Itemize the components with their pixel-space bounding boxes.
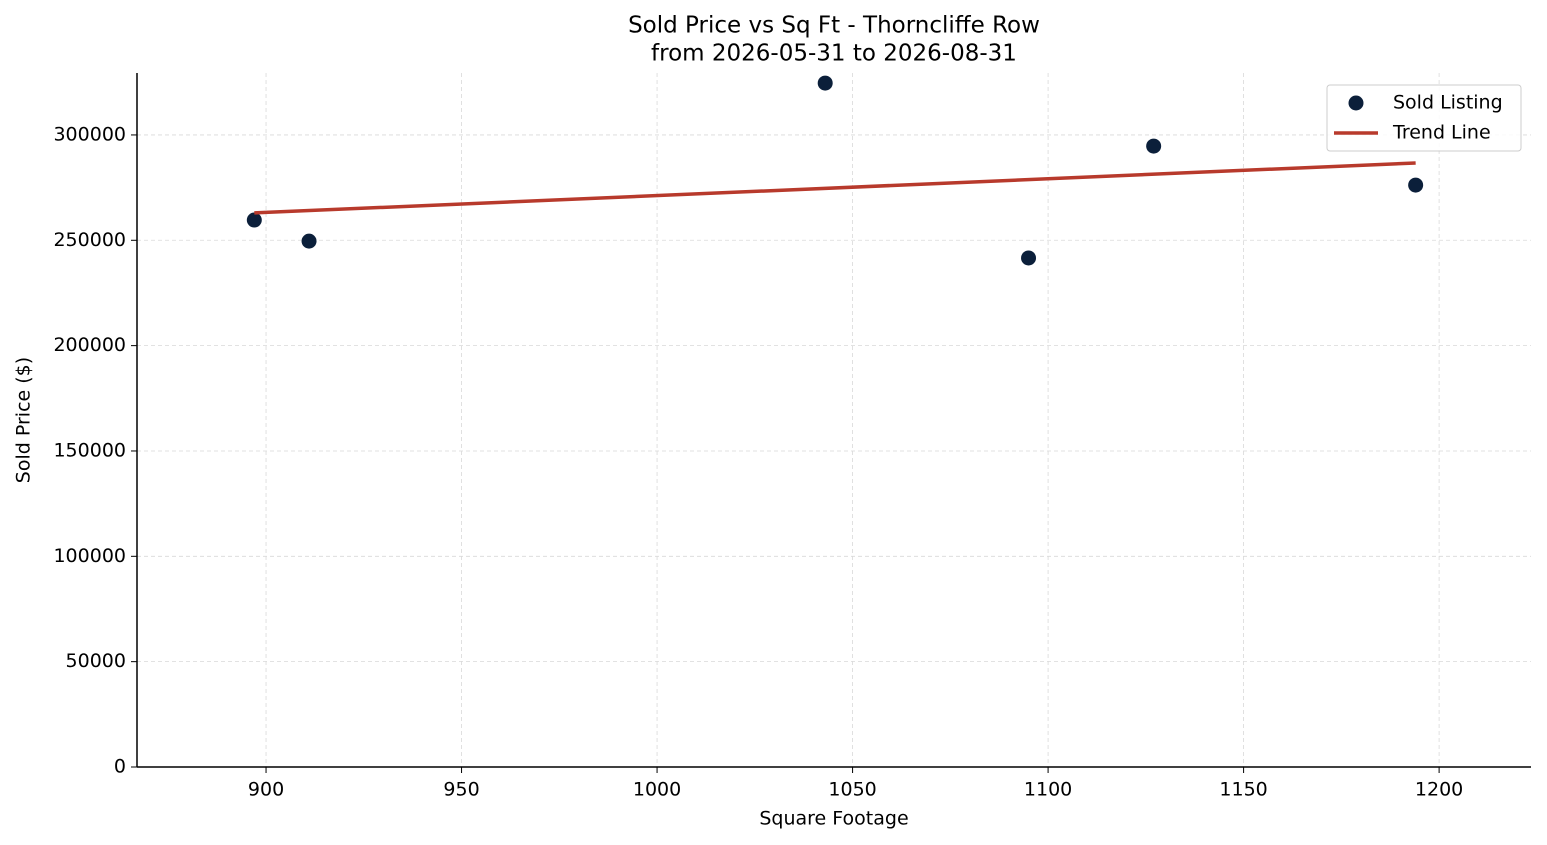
y-axis-label: Sold Price ($) <box>13 357 35 483</box>
data-point <box>1408 177 1424 193</box>
y-tick-label: 300000 <box>53 123 126 145</box>
y-tick-label: 100000 <box>53 545 126 567</box>
data-point <box>301 233 317 249</box>
x-tick-label: 1150 <box>1219 779 1267 801</box>
x-axis-label: Square Footage <box>759 808 908 830</box>
y-tick-label: 200000 <box>53 334 126 356</box>
x-tick-label: 950 <box>443 779 479 801</box>
x-tick-label: 1000 <box>633 779 681 801</box>
x-tick-label: 900 <box>248 779 284 801</box>
y-tick-label: 50000 <box>66 650 126 672</box>
chart-subtitle: from 2026-05-31 to 2026-08-31 <box>651 41 1017 67</box>
y-tick-label: 250000 <box>53 229 126 251</box>
y-tick-label: 150000 <box>53 439 126 461</box>
x-tick-label: 1100 <box>1024 779 1072 801</box>
legend: Sold Listing Trend Line <box>1326 84 1522 152</box>
y-tick-label: 0 <box>114 756 126 778</box>
legend-swatch <box>1348 95 1364 111</box>
x-tick-label: 1200 <box>1415 779 1463 801</box>
x-tick-label: 1050 <box>828 779 876 801</box>
data-point <box>246 212 262 228</box>
legend-label: Trend Line <box>1392 122 1491 144</box>
trend-line <box>254 161 1416 215</box>
legend-label: Sold Listing <box>1393 92 1503 114</box>
data-point <box>1021 250 1037 266</box>
chart-title: Sold Price vs Sq Ft - Thorncliffe Row <box>628 13 1040 39</box>
data-point <box>1146 138 1162 154</box>
data-point <box>817 75 833 91</box>
